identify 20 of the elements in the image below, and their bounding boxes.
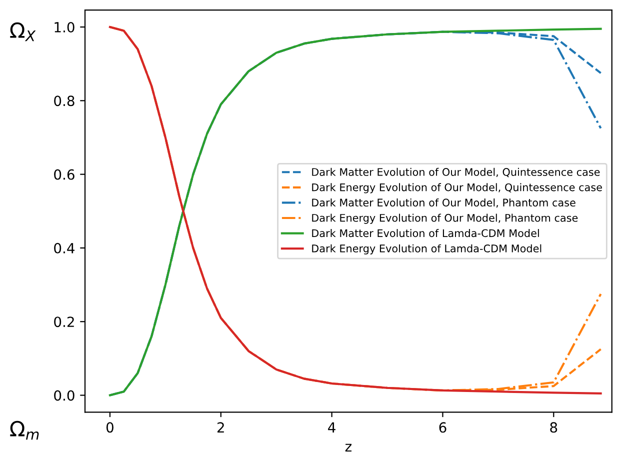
- legend-label: Dark Matter Evolution of Lamda-CDM Model: [312, 229, 539, 238]
- x-tick-label: 0: [106, 422, 114, 433]
- y-tick-label: 1.0: [54, 22, 74, 32]
- text: Ω$_{X}$: [10, 22, 36, 42]
- y-tick-label: 0.8: [54, 96, 74, 106]
- x-tick-label: 4: [328, 422, 336, 432]
- legend-label: Dark Matter Evolution of Our Model, Quintessence case: [312, 168, 600, 178]
- x-tick-label: 6: [439, 422, 446, 433]
- text: Ω$_{m}$: [10, 420, 39, 440]
- x-axis-title: z: [345, 444, 352, 452]
- y-tick-label: 0.4: [54, 242, 74, 254]
- y-tick-label: 0.6: [54, 169, 74, 180]
- legend-label: Dark Energy Evolution of Our Model, Phantom case: [312, 214, 578, 224]
- legend-label: Dark Matter Evolution of Our Model, Phantom case: [312, 198, 576, 208]
- legend-label: Dark Energy Evolution of Lamda-CDM Model: [312, 244, 542, 254]
- x-tick-label: 8: [550, 422, 558, 433]
- y-tick-label: 0.0: [54, 390, 74, 401]
- x-tick-label: 2: [217, 422, 224, 432]
- y-tick-label: 0.2: [54, 316, 74, 328]
- legend-label: Dark Energy Evolution of Our Model, Quintessence case: [312, 183, 602, 194]
